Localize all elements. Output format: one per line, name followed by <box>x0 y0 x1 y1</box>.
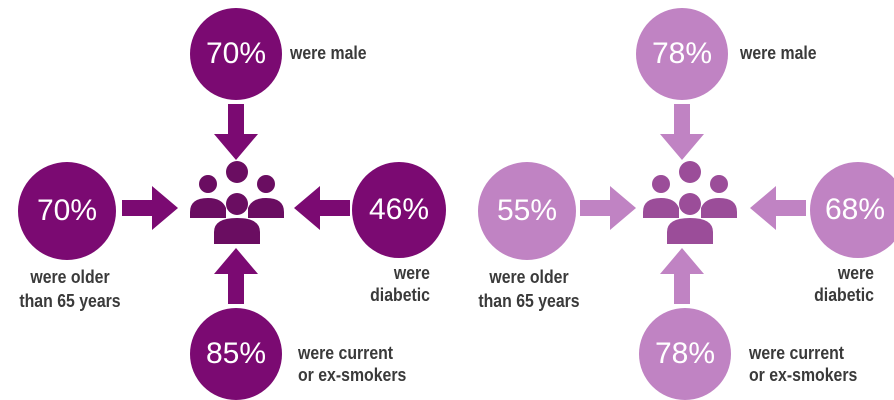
diabetic-percent-circle: 68% <box>810 162 894 258</box>
arrow-down-icon <box>214 104 258 160</box>
panel-right: 78% were male 55% were older than 65 yea… <box>447 0 894 400</box>
arrow-right-icon <box>580 186 636 230</box>
smoker-percent-circle: 85% <box>190 308 282 400</box>
smoker-percent-value: 85% <box>205 337 267 370</box>
diabetic-percent-circle: 46% <box>352 162 446 258</box>
age-percent-value: 70% <box>36 194 98 227</box>
diabetic-label-line1: were <box>393 263 430 283</box>
people-group-icon <box>190 161 284 244</box>
diabetic-percent-value: 68% <box>824 193 886 226</box>
male-percent-circle: 70% <box>190 8 282 100</box>
diabetic-label-line2: diabetic <box>370 285 430 305</box>
smoker-label-line1: were current <box>298 343 394 363</box>
smoker-label-line1: were current <box>749 343 845 363</box>
diabetic-label-line2: diabetic <box>814 285 874 305</box>
smoker-percent-circle: 78% <box>639 308 731 400</box>
male-percent-circle: 78% <box>636 8 728 100</box>
arrow-right-icon <box>122 186 178 230</box>
male-percent-value: 70% <box>205 37 267 70</box>
male-label: were male <box>740 43 817 63</box>
smoker-percent-value: 78% <box>654 337 716 370</box>
diabetic-percent-value: 46% <box>368 193 430 226</box>
age-label-line2: than 65 years <box>19 291 121 311</box>
arrow-left-icon <box>750 186 806 230</box>
arrow-down-icon <box>660 104 704 160</box>
smoker-label-line2: or ex-smokers <box>749 365 858 385</box>
arrow-up-icon <box>214 248 258 304</box>
smoker-label-line2: or ex-smokers <box>298 365 407 385</box>
male-percent-value: 78% <box>651 37 713 70</box>
people-group-icon <box>643 161 737 244</box>
age-label-line1: were older <box>30 267 110 287</box>
diabetic-label-line1: were <box>837 263 874 283</box>
male-label: were male <box>290 43 367 63</box>
age-label-line2: than 65 years <box>478 291 580 311</box>
age-percent-circle: 70% <box>18 162 116 260</box>
arrow-up-icon <box>660 248 704 304</box>
age-percent-value: 55% <box>496 194 558 227</box>
arrow-left-icon <box>294 186 350 230</box>
age-percent-circle: 55% <box>478 162 576 260</box>
age-label-line1: were older <box>489 267 569 287</box>
panel-left: 70% were male 70% were older than 65 yea… <box>0 0 447 400</box>
